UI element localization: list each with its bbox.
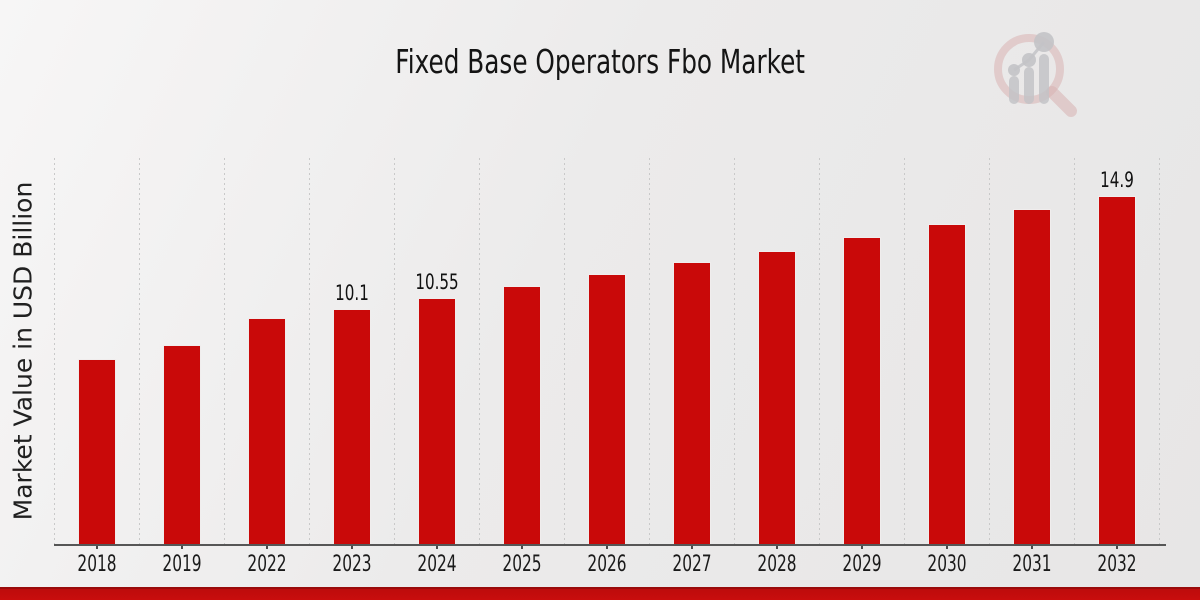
x-axis-tick: [180, 545, 183, 549]
plot-gridline: [54, 158, 55, 545]
x-axis-tick: [1030, 545, 1033, 549]
x-tick-label-2027: 2027: [671, 552, 712, 577]
plot-gridline: [224, 158, 225, 545]
logo-dot-small-icon: [1008, 64, 1020, 76]
plot-gridline: [394, 158, 395, 545]
x-axis-tick: [605, 545, 608, 549]
bar-2026: [587, 274, 626, 545]
x-tick-label-2023: 2023: [331, 552, 372, 577]
bar-value-label-2024: 10.55: [414, 270, 459, 295]
x-tick-label-2018: 2018: [76, 552, 117, 577]
plot-gridline: [1074, 158, 1075, 545]
x-axis-line: [54, 544, 1166, 546]
bar-2025: [502, 286, 541, 545]
plot-gridline: [309, 158, 310, 545]
y-axis-label: Market Value in USD Billion: [8, 181, 38, 521]
plot-gridline: [904, 158, 905, 545]
logo-bar-tall-icon: [1039, 54, 1049, 104]
bar-2028: [757, 250, 796, 545]
x-tick-label-2019: 2019: [161, 552, 202, 577]
x-tick-label-2032: 2032: [1096, 552, 1137, 577]
bar-2032: [1097, 196, 1136, 545]
x-axis-tick: [435, 545, 438, 549]
magnifier-bar-chart-logo-icon: [994, 32, 1077, 117]
bar-2018: [77, 359, 116, 545]
plot-gridline: [649, 158, 650, 545]
x-axis-tick: [265, 545, 268, 549]
x-tick-label-2026: 2026: [586, 552, 627, 577]
x-axis-tick: [350, 545, 353, 549]
bar-2019: [162, 344, 201, 545]
bar-value-label-2023: 10.1: [334, 280, 369, 305]
x-tick-label-2025: 2025: [501, 552, 542, 577]
x-tick-label-2030: 2030: [926, 552, 967, 577]
logo-bar-medium-icon: [1024, 67, 1034, 104]
logo-bar-small-icon: [1009, 76, 1019, 104]
bar-2030: [927, 224, 966, 545]
x-axis-tick: [945, 545, 948, 549]
plot-gridline: [479, 158, 480, 545]
plot-gridline: [564, 158, 565, 545]
plot-gridline: [989, 158, 990, 545]
x-axis-tick: [690, 545, 693, 549]
chart-title-row: Fixed Base Operators Fbo Market: [0, 42, 1200, 81]
x-tick-label-2028: 2028: [756, 552, 797, 577]
chart-title: Fixed Base Operators Fbo Market: [395, 42, 805, 81]
plot-gridline: [819, 158, 820, 545]
plot-area: 2018 2019 2022 10.1 2023 10.55 2024 2025 2026 202…: [54, 158, 1160, 577]
x-tick-label-2031: 2031: [1011, 552, 1052, 577]
x-axis-tick: [775, 545, 778, 549]
x-tick-label-2022: 2022: [246, 552, 287, 577]
bar-2022: [247, 317, 286, 545]
logo-dot-large-icon: [1034, 32, 1054, 52]
bar-value-label-2032: 14.9: [1099, 168, 1134, 193]
bar-2023: [332, 308, 371, 545]
x-axis-tick: [1115, 545, 1118, 549]
plot-gridline: [139, 158, 140, 545]
magnifier-handle-icon: [1046, 86, 1077, 117]
bar-2031: [1012, 209, 1051, 545]
x-axis-tick: [860, 545, 863, 549]
x-axis-tick: [520, 545, 523, 549]
bar-2029: [842, 237, 881, 545]
x-axis-tick: [95, 545, 98, 549]
plot-gridline: [734, 158, 735, 545]
bar-2024: [417, 298, 456, 545]
footer-accent-bar: [0, 587, 1200, 600]
x-tick-label-2024: 2024: [416, 552, 457, 577]
x-tick-label-2029: 2029: [841, 552, 882, 577]
plot-gridline: [1159, 158, 1160, 545]
logo-dot-medium-icon: [1022, 53, 1036, 67]
bar-2027: [672, 262, 711, 545]
